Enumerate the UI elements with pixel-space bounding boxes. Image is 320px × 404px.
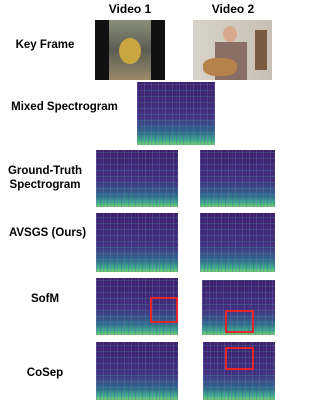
- key-frame: [95, 20, 165, 80]
- spectrogram: [200, 213, 275, 272]
- row-label: SofM: [30, 293, 60, 305]
- highlight-box: [225, 347, 254, 370]
- figure: {"header": {"columns": ["Video 1", "Vide…: [7, 2, 275, 400]
- column-header: Video 1: [108, 2, 152, 16]
- row-label: CoSep: [26, 367, 64, 379]
- column-header: Video 2: [211, 2, 255, 16]
- spectrogram: [200, 150, 275, 207]
- row-label: Mixed Spectrogram: [11, 101, 118, 113]
- spectrogram: [96, 278, 178, 335]
- highlight-box: [225, 310, 254, 333]
- spectrogram: [96, 342, 178, 400]
- spectrogram: [96, 213, 178, 272]
- spectrogram: [203, 342, 275, 400]
- spectrogram: [96, 150, 178, 207]
- mixed-spectrogram: [137, 82, 215, 145]
- spectrogram: [202, 280, 275, 335]
- highlight-box: [150, 297, 178, 323]
- row-label: Ground-Truth Spectrogram: [7, 165, 83, 191]
- row-label: Key Frame: [15, 39, 75, 51]
- row-label: AVSGS (Ours): [8, 227, 87, 239]
- key-frame: [193, 20, 272, 80]
